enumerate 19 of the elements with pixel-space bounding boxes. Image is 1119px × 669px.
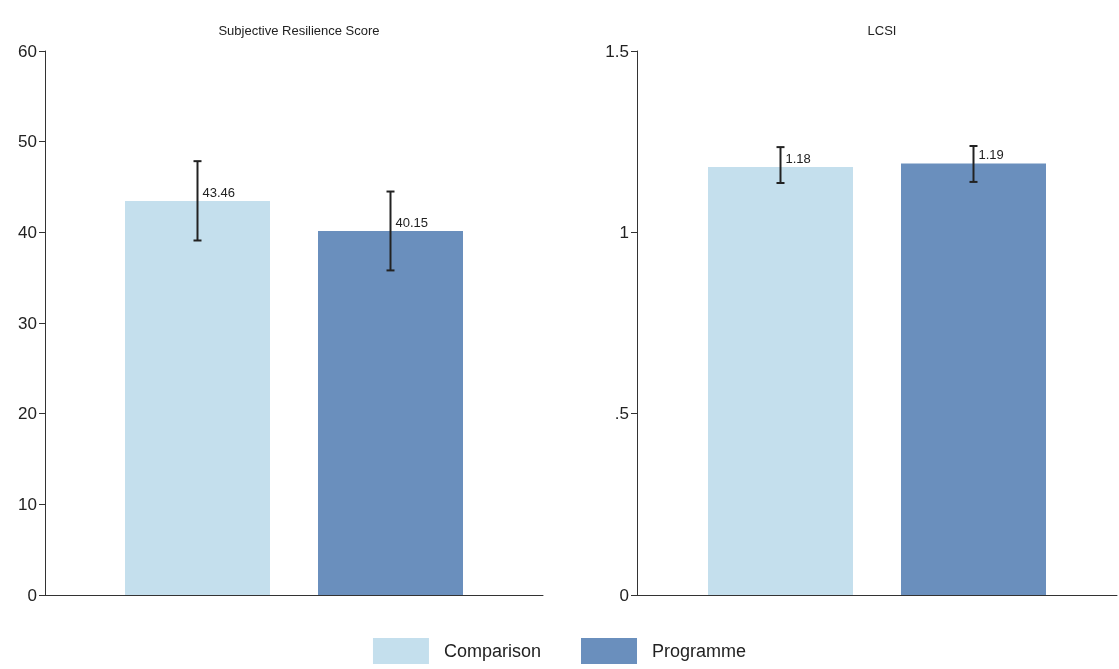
y-tick-label: 30 bbox=[18, 313, 37, 333]
legend-label: Programme bbox=[652, 641, 747, 661]
y-tick-label: 40 bbox=[18, 222, 37, 242]
data-label: 40.15 bbox=[395, 214, 429, 230]
y-tick-label: 1 bbox=[619, 222, 629, 242]
y-tick-label: 20 bbox=[18, 404, 37, 424]
y-tick-label: 0 bbox=[619, 585, 629, 605]
y-tick-label: .5 bbox=[614, 404, 629, 424]
chart-title: Subjective Resilience Score bbox=[218, 23, 380, 38]
data-label: 1.18 bbox=[785, 151, 811, 167]
y-tick-label: 10 bbox=[18, 494, 37, 514]
data-label: 1.19 bbox=[978, 147, 1004, 163]
y-tick-label: 50 bbox=[18, 132, 37, 152]
chart-title: LCSI bbox=[867, 23, 897, 38]
y-tick-label: 1.5 bbox=[605, 41, 629, 61]
legend-label: Comparison bbox=[443, 641, 542, 661]
y-tick-label: 0 bbox=[27, 585, 37, 605]
y-tick-label: 60 bbox=[18, 41, 37, 61]
data-label: 43.46 bbox=[202, 184, 236, 200]
